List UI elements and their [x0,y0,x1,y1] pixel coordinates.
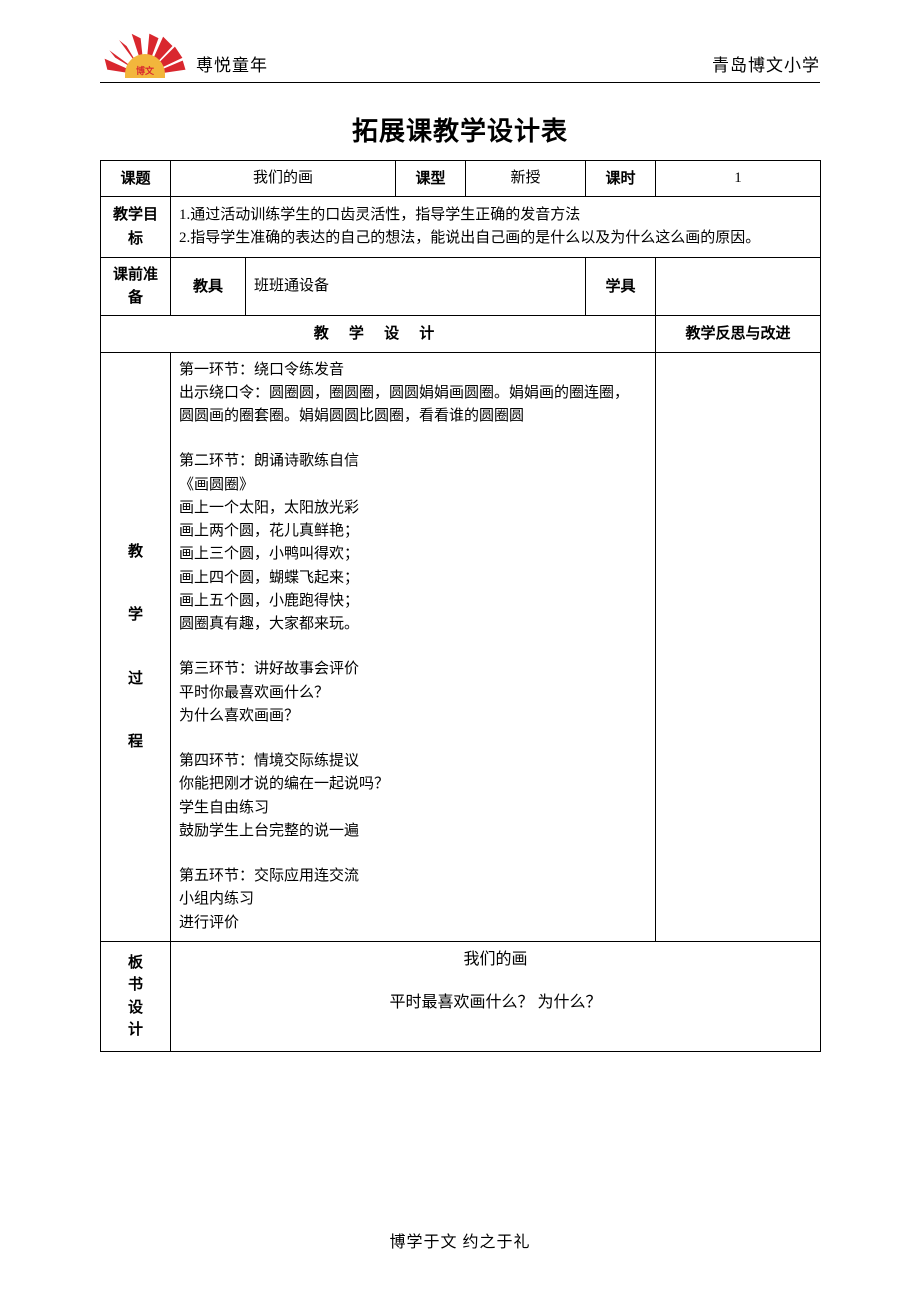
label-period: 课时 [586,161,656,197]
process-line: 画上四个圆，蝴蝶飞起来； [179,567,647,590]
process-line: 平时你最喜欢画什么？ [179,682,647,705]
page-footer: 博学于文 约之于礼 [0,1228,920,1252]
page-title: 拓展课教学设计表 [100,111,820,148]
process-line: 第一环节：绕口令练发音 [179,359,647,382]
table-row: 课前准备 教具 班班通设备 学具 [101,258,821,316]
board-line: 平时最喜欢画什么？ 为什么？ [179,991,812,1016]
table-row: 板 书 设 计 我们的画 平时最喜欢画什么？ 为什么？ [101,941,821,1052]
process-line: 进行评价 [179,912,647,935]
label-board-char: 计 [109,1019,162,1042]
lesson-plan-table: 课题 我们的画 课型 新授 课时 1 教学目标 1.通过活动训练学生的口齿灵活性… [100,160,821,1052]
svg-text:博文: 博文 [136,65,155,76]
value-period: 1 [656,161,821,197]
label-board-char: 设 [109,997,162,1020]
table-row: 教 学 设 计 教学反思与改进 [101,316,821,352]
label-objectives-text: 教学目标 [113,206,158,247]
label-process-char: 过 [109,667,162,690]
label-board-design: 板 书 设 计 [101,941,171,1052]
label-objectives: 教学目标 [101,197,171,258]
process-line: 第四环节：情境交际练提议 [179,750,647,773]
value-reflection [656,352,821,941]
board-title: 我们的画 [179,948,812,973]
process-line: 鼓励学生上台完整的说一遍 [179,820,647,843]
label-design: 教 学 设 计 [101,316,656,352]
process-line: 圆圆画的圈套圈。娟娟圆圆比圆圈，看看谁的圆圈圆 [179,405,647,428]
process-line: 《画圆圈》 [179,474,647,497]
table-row: 课题 我们的画 课型 新授 课时 1 [101,161,821,197]
value-teaching-tools: 班班通设备 [246,258,586,316]
process-line: 画上一个太阳，太阳放光彩 [179,497,647,520]
value-objectives: 1.通过活动训练学生的口齿灵活性，指导学生正确的发音方法 2.指导学生准确的表达… [171,197,821,258]
label-process: 教 学 过 程 [101,352,171,941]
label-board-char: 书 [109,974,162,997]
label-process-char: 程 [109,730,162,753]
process-line: 为什么喜欢画画？ [179,705,647,728]
school-logo-icon: 博文 [100,30,190,78]
process-line: 第五环节：交际应用连交流 [179,865,647,888]
header-left: 博文 尃悦童年 [100,30,268,78]
label-preparation: 课前准备 [101,258,171,316]
table-row: 教学目标 1.通过活动训练学生的口齿灵活性，指导学生正确的发音方法 2.指导学生… [101,197,821,258]
header-right-text: 青岛博文小学 [712,51,820,78]
label-reflection: 教学反思与改进 [656,316,821,352]
process-line: 画上两个圆，花儿真鲜艳； [179,520,647,543]
page-header: 博文 尃悦童年 青岛博文小学 [100,30,820,83]
value-process: 第一环节：绕口令练发音 出示绕口令：圆圈圆，圈圆圈，圆圆娟娟画圆圈。娟娟画的圈连… [171,352,656,941]
value-board-design: 我们的画 平时最喜欢画什么？ 为什么？ [171,941,821,1052]
value-topic: 我们的画 [171,161,396,197]
process-line: 画上五个圆，小鹿跑得快； [179,590,647,613]
label-student-tools: 学具 [586,258,656,316]
process-line: 圆圈真有趣，大家都来玩。 [179,613,647,636]
label-board-char: 板 [109,952,162,975]
label-teaching-tools: 教具 [171,258,246,316]
value-student-tools [656,258,821,316]
process-line: 第三环节：讲好故事会评价 [179,658,647,681]
label-process-char: 学 [109,603,162,626]
label-process-char: 教 [109,540,162,563]
process-line: 你能把刚才说的编在一起说吗？ [179,773,647,796]
table-row: 教 学 过 程 第一环节：绕口令练发音 出示绕口令：圆圈圆，圈圆圈，圆圆娟娟画圆… [101,352,821,941]
process-line: 第二环节：朗诵诗歌练自信 [179,450,647,473]
process-line: 画上三个圆，小鸭叫得欢； [179,543,647,566]
label-topic: 课题 [101,161,171,197]
value-lesson-type: 新授 [466,161,586,197]
process-line: 小组内练习 [179,888,647,911]
process-line: 学生自由练习 [179,797,647,820]
process-line: 出示绕口令：圆圈圆，圈圆圈，圆圆娟娟画圆圈。娟娟画的圈连圈， [179,382,647,405]
label-lesson-type: 课型 [396,161,466,197]
header-left-text: 尃悦童年 [196,51,268,78]
